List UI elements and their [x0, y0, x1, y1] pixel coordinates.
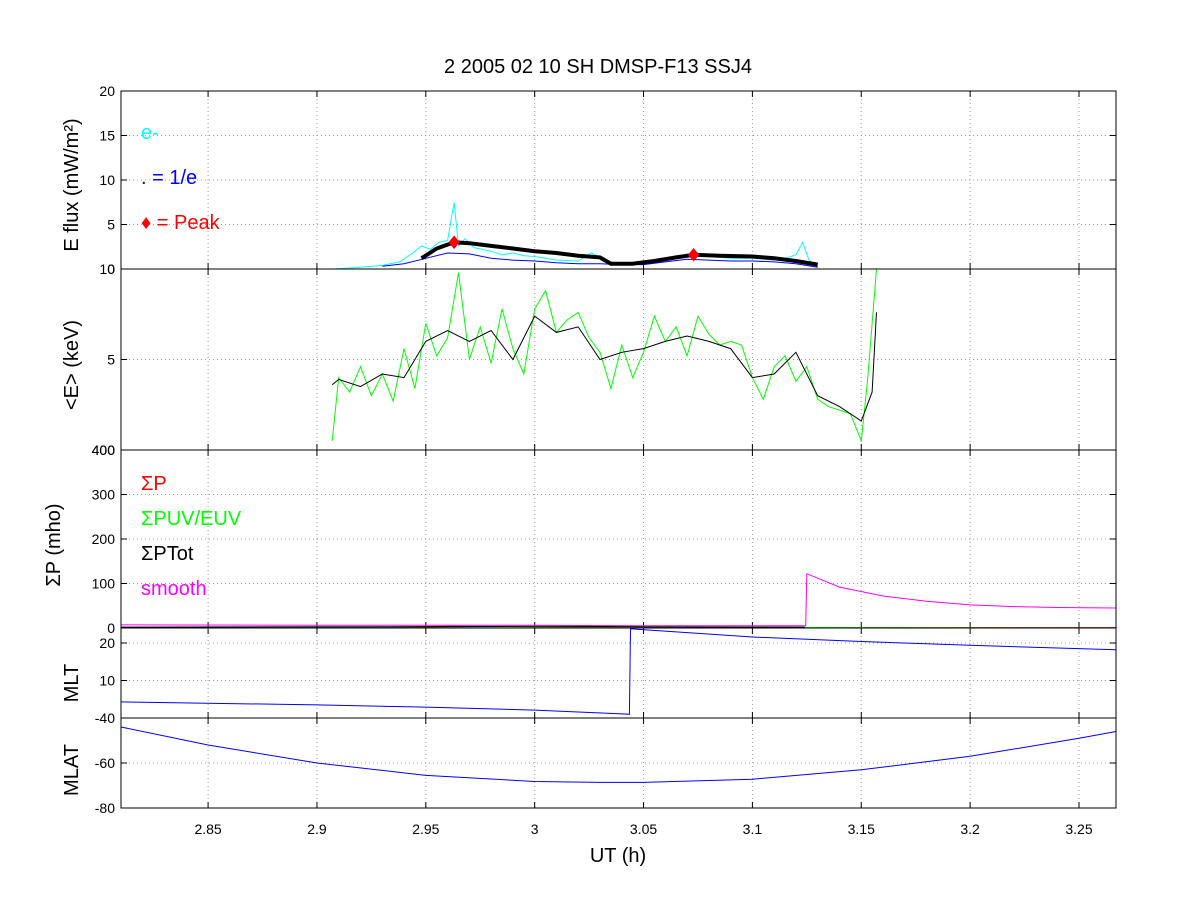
y-axis-label-energy: <E> (keV) [61, 320, 83, 410]
series-eflux-e [334, 202, 819, 269]
y-axis-label-sigma: ΣP (mho) [43, 503, 65, 586]
panel-sigma: 0 100 200 300 400 ΣP (mho) ΣP ΣPUV/EUV ΣPTot smoo… [43, 442, 1117, 636]
y-tick-label: 0 [107, 620, 115, 636]
y-tick-label: -60 [95, 755, 115, 771]
legend-entry-eflux-2: ♦ = Peak [141, 212, 221, 234]
x-tick-label: 3.2 [960, 821, 980, 837]
y-axis-label-mlt: MLT [61, 664, 83, 703]
legend-entry-sigma-3: smooth [141, 578, 207, 600]
legend-entry-sigma-2: ΣPTot [141, 543, 194, 565]
x-tick-labels: 2.85 2.9 2.95 3 3.05 3.1 3.15 3.2 3.25 [194, 821, 1092, 837]
legend-entry-eflux-0: e- [141, 122, 159, 144]
y-tick-label: 10 [99, 673, 115, 689]
legend-entry-sigma-0: ΣP [141, 473, 167, 495]
y-tick-label: 10 [99, 261, 115, 277]
x-tick-label: 3 [531, 821, 539, 837]
y-tick-label: 20 [99, 83, 115, 99]
y-tick-label: 400 [92, 442, 116, 458]
panel-mlt: 10 20 MLT [61, 627, 1117, 719]
chart-title: 2 2005 02 10 SH DMSP-F13 SSJ4 [444, 56, 752, 78]
x-axis-label: UT (h) [590, 845, 646, 867]
peak-marker [687, 247, 700, 262]
x-tick-label: 3.25 [1065, 821, 1092, 837]
panel-frame [120, 717, 1117, 809]
y-axis-label-eflux: E flux (mW/m²) [61, 118, 83, 251]
legend-entry-sigma-1: ΣPUV/EUV [141, 508, 242, 530]
panels: 0 5 10 15 20 E flux (mW/m²) e- . = 1/e ♦ = Peak 4… [43, 83, 1117, 837]
y-tick-label: 400 [92, 442, 116, 458]
y-tick-label: 200 [92, 531, 116, 547]
y-tick-label: 15 [99, 128, 115, 144]
x-tick-label: 2.85 [194, 821, 221, 837]
y-tick-label: 20 [99, 635, 115, 651]
y-tick-label: 0 [107, 261, 115, 277]
y-tick-label: 5 [107, 352, 115, 368]
series-energy-e [331, 269, 877, 442]
x-tick-label: 2.9 [307, 821, 327, 837]
x-tick-label: 3.05 [630, 821, 657, 837]
panel-mlat: -80 -60 -40 MLAT [61, 710, 1117, 816]
series-mlat-mlat [121, 726, 1116, 783]
series-eflux-1-e [382, 252, 818, 268]
y-tick-label: -40 [95, 710, 115, 726]
series-mlt-mlt [121, 628, 1116, 715]
x-tick-label: 3.1 [743, 821, 763, 837]
x-tick-label: 3.15 [848, 821, 875, 837]
panel-eflux: 0 5 10 15 20 E flux (mW/m²) e- . = 1/e ♦ = Peak [61, 83, 1117, 277]
y-axis-label-mlat: MLAT [61, 744, 83, 796]
series-sigma-ptot [121, 625, 805, 628]
x-tick-label: 2.95 [412, 821, 439, 837]
legend-entry-eflux-1: . = 1/e [141, 167, 197, 189]
y-tick-label: 5 [107, 217, 115, 233]
panel-frame [120, 90, 1117, 270]
y-tick-label: 10 [99, 172, 115, 188]
y-tick-label: -80 [95, 800, 115, 816]
series-energy-smooth [331, 312, 877, 422]
series-sigma-smooth [121, 572, 1116, 627]
panel-frame [120, 449, 1117, 629]
peak-marker [448, 235, 460, 250]
y-tick-label: 300 [92, 487, 116, 503]
panel-energy: 400 5 10 <E> (keV) [61, 261, 1117, 458]
series-eflux-smooth [420, 240, 819, 267]
y-tick-label: 100 [92, 576, 116, 592]
